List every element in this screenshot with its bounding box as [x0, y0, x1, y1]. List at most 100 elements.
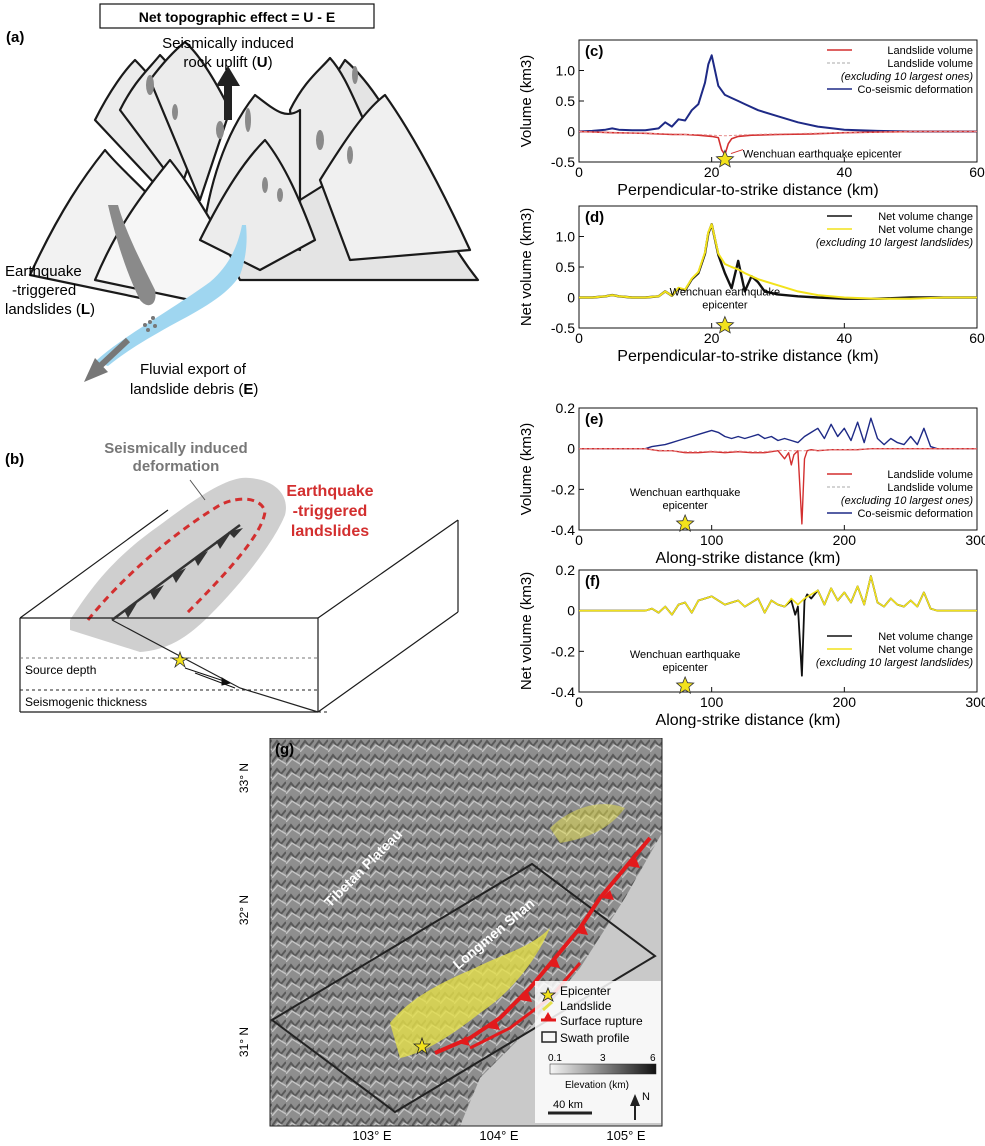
annotation-line2-d: epicenter	[702, 300, 748, 312]
x-tick-label-f: 300	[965, 694, 985, 710]
panel-b-label: (b)	[5, 451, 24, 468]
chart-d: -0.5 0 0.5 1.0 0 20 40 60 Perpendicular-to-strik…	[505, 196, 985, 364]
plot-frame-e	[578, 407, 978, 531]
y-tick-label-e: 0	[567, 441, 575, 457]
thrust-teeth	[124, 528, 243, 618]
uplift-label-line2: rock uplift (U)	[183, 54, 272, 71]
epicenter-star	[170, 650, 190, 669]
deformation-zone	[70, 477, 286, 652]
panel-g: (g) Tibetan Plateau Longmen Shan Epicent…	[230, 738, 670, 1146]
x-tick-label-c: 20	[704, 164, 720, 180]
series-line-f-1	[579, 575, 977, 616]
y-tick-label-d: -0.5	[551, 320, 575, 336]
legend-label-e: Co-seismic deformation	[857, 508, 973, 520]
panel-label-f: (f)	[585, 573, 600, 590]
swath-profile-box	[270, 862, 657, 1114]
x-tick-label-c: 40	[837, 164, 853, 180]
rupture-teeth	[458, 858, 640, 1046]
north-label: N	[642, 1091, 650, 1103]
chart-d-svg: -0.500.51.00 20 40 60Perpendicular-to-strik…	[518, 205, 985, 364]
block-diagram: (b) Seismically induced deformation Eart…	[5, 440, 459, 713]
panel-g-label: (g)	[275, 741, 294, 758]
epicenter-star-e	[675, 513, 695, 533]
legend-label-e: Landslide volume	[887, 482, 973, 494]
annotation-c: Wenchuan earthquake epicenter	[743, 149, 902, 161]
legend-label-c: Landslide volume	[887, 45, 973, 57]
y-tick-label-d: 0	[567, 290, 575, 306]
surface-rupture	[434, 836, 652, 1055]
seismogenic-label: Seismogenic thickness	[25, 695, 147, 709]
scale-bar-label: 40 km	[553, 1099, 583, 1111]
annotation-line1-d: Wenchuan earthquake	[670, 287, 781, 299]
y-tick-label-f: 0.2	[556, 562, 576, 578]
legend-label-f: Net volume change	[878, 644, 973, 656]
landslides-label-line1: Earthquake	[286, 483, 373, 500]
uplift-arrow	[216, 66, 240, 120]
chart-c: -0.5 0 0.5 1.0 0 20 40 60 Perpendicular-to-strik…	[505, 30, 985, 198]
lat-33: 33° N	[237, 763, 251, 793]
series-line-e-2	[579, 448, 977, 453]
x-tick-label-f: 0	[575, 694, 583, 710]
x-tick-label-d: 20	[704, 330, 720, 346]
epicenter-star-d	[715, 315, 735, 334]
uplift-label-line1: Seismically induced	[162, 35, 294, 52]
annotation-line2-f: epicenter	[663, 662, 709, 674]
x-tick-label-c: 0	[575, 164, 583, 180]
x-tick-label-e: 300	[965, 532, 985, 548]
x-tick-label-c: 60	[969, 164, 985, 180]
block-edges	[19, 509, 459, 713]
y-tick-label-c: 1.0	[556, 63, 576, 79]
x-axis-label-c: Perpendicular-to-strike distance (km)	[617, 182, 878, 198]
x-axis-label-d: Perpendicular-to-strike distance (km)	[617, 348, 878, 364]
source-depth-label: Source depth	[25, 663, 96, 677]
river	[95, 225, 247, 366]
landslide-label-line2: -triggered	[12, 282, 76, 299]
mountain-range	[28, 40, 480, 302]
annotation-line2-e: epicenter	[663, 500, 709, 512]
series-line-c-0	[578, 54, 977, 133]
landslides-label-line3: landslides	[291, 523, 369, 540]
chart-f: -0.4 -0.2 0 0.2 0 100 200 300 Along-strike dista…	[505, 560, 985, 728]
legend-landslide: Landslide	[560, 999, 612, 1013]
y-tick-label-c: -0.5	[551, 154, 575, 170]
y-tick-label-f: 0	[567, 603, 575, 619]
y-axis-label-f: Net volume (km3)	[518, 572, 535, 690]
legend-label-f: (excluding 10 largest landslides)	[816, 657, 973, 669]
series-line-c-2	[578, 131, 977, 137]
plot-frame-f	[578, 569, 978, 693]
deformation-leader	[189, 479, 206, 501]
x-tick-label-d: 40	[837, 330, 853, 346]
net-effect-title: Net topographic effect = U - E	[139, 9, 335, 25]
annotation-line1-e: Wenchuan earthquake	[630, 487, 741, 499]
panel-a-illustration: Net topographic effect = U - E (a) Seism…	[5, 3, 480, 398]
y-tick-label-c: 0.5	[556, 93, 576, 109]
x-axis-label-e: Along-strike distance (km)	[656, 550, 841, 566]
y-tick-label-e: -0.2	[551, 481, 575, 497]
epicenter-star-c	[715, 149, 735, 168]
y-tick-label-f: -0.2	[551, 643, 575, 659]
legend-label-d: Net volume change	[878, 211, 973, 223]
chart-e: -0.4 -0.2 0 0.2 0 100 200 300 Along-strike dista…	[505, 398, 985, 566]
export-arrow	[84, 337, 131, 382]
y-tick-label-e: -0.4	[551, 522, 575, 538]
panel-a-label: (a)	[6, 29, 24, 46]
legend-epicenter: Epicenter	[560, 984, 611, 998]
legend-label-d: (excluding 10 largest landslides)	[816, 237, 973, 249]
y-tick-label-d: 0.5	[556, 259, 576, 275]
y-tick-label-f: -0.4	[551, 684, 575, 700]
x-tick-label-f: 200	[833, 694, 857, 710]
legend-label-d: Net volume change	[878, 224, 973, 236]
y-axis-label-e: Volume (km3)	[518, 423, 535, 516]
epicenter-star-f	[675, 675, 695, 695]
fault-plane-line	[111, 619, 319, 713]
elev-tick-1: 3	[600, 1053, 606, 1064]
chart-f-svg: -0.4 -0.2 0 0.2 0 100 200 300 Along-strike dista…	[518, 562, 985, 728]
series-line-d-1	[579, 223, 977, 300]
lat-31: 31° N	[237, 1027, 251, 1057]
landslide-cluster-north	[550, 804, 625, 843]
slip-arrows	[184, 667, 236, 689]
annotation-line1-f: Wenchuan earthquake	[630, 649, 741, 661]
map-epicenter-star	[412, 1036, 432, 1056]
x-tick-label-e: 0	[575, 532, 583, 548]
x-tick-label-f: 100	[700, 694, 724, 710]
